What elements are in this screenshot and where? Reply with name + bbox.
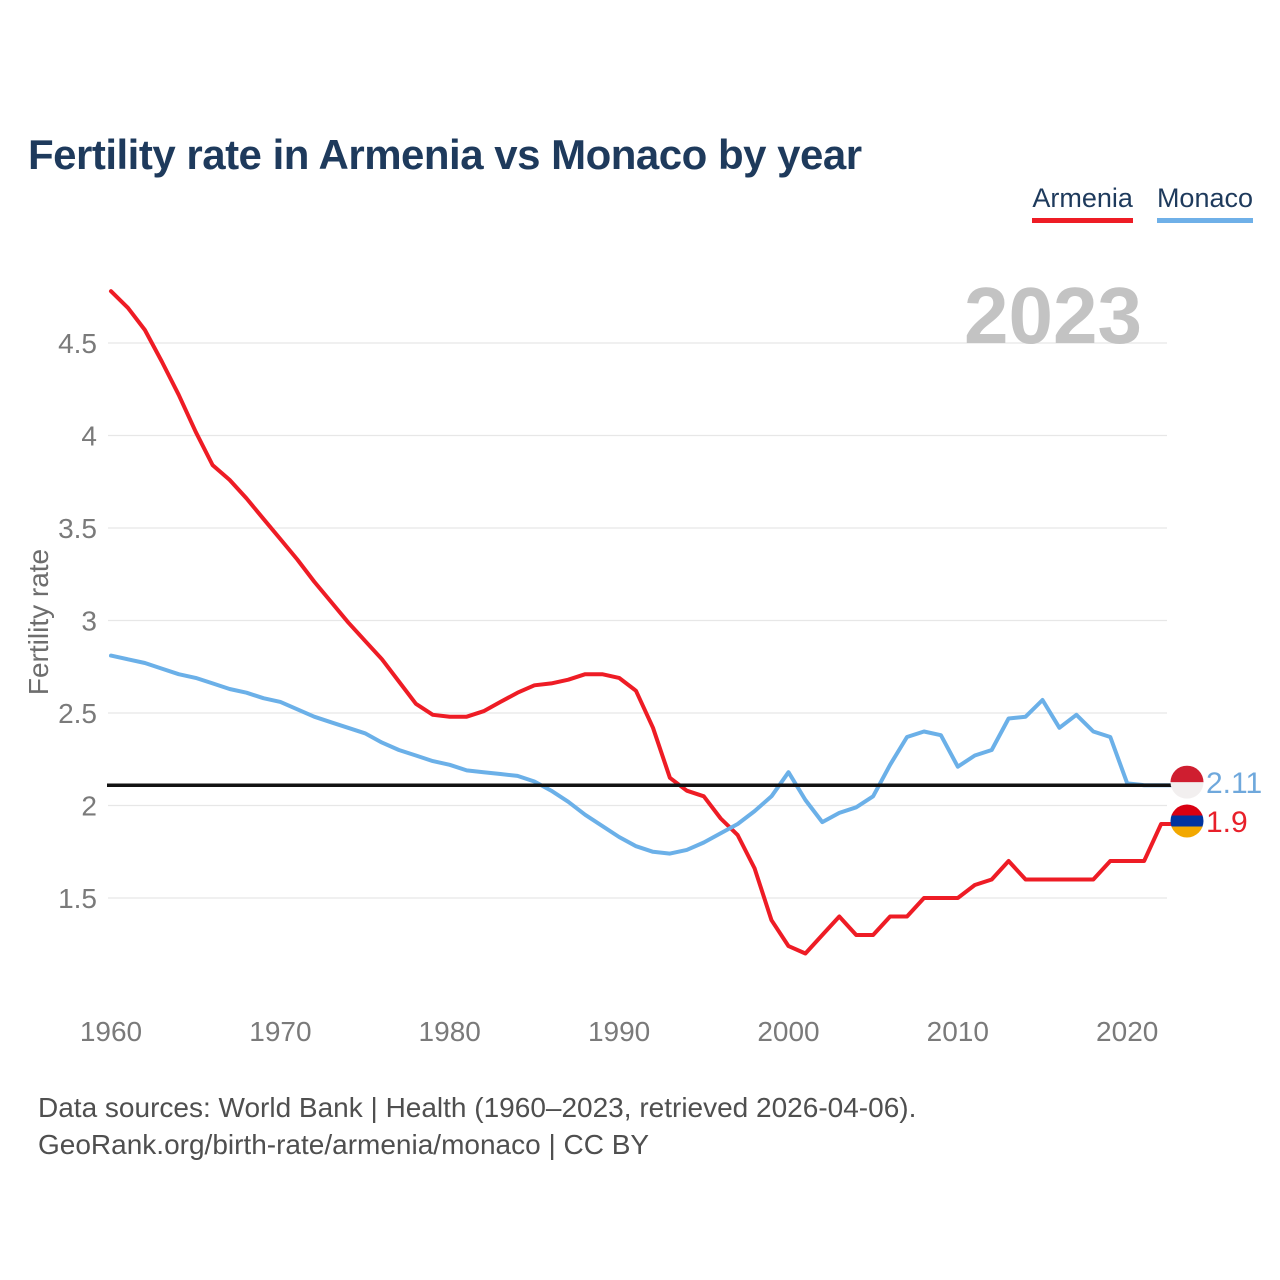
watermark-year: 2023 (964, 271, 1142, 360)
x-tick-label: 1960 (80, 1016, 142, 1047)
y-tick-label: 3 (81, 606, 97, 637)
x-tick-label: 1980 (419, 1016, 481, 1047)
y-tick-label: 3.5 (58, 513, 97, 544)
x-axis-tick-labels: 1960 1970 1980 1990 2000 2010 2020 (80, 1016, 1158, 1047)
armenia-flag-icon (1170, 804, 1204, 838)
legend-item-monaco[interactable]: Monaco (1156, 183, 1253, 223)
x-tick-label: 2020 (1096, 1016, 1158, 1047)
footer-sources-line: Data sources: World Bank | Health (1960–… (38, 1092, 917, 1123)
series-line-armenia (109, 289, 1180, 956)
y-axis-tick-labels: 4.5 4 3.5 3 2.5 2 1.5 (58, 328, 97, 914)
y-axis-title: Fertility rate (23, 548, 54, 696)
gridlines (108, 342, 1167, 899)
y-tick-label: 1.5 (58, 883, 97, 914)
data-series (109, 289, 1180, 956)
x-tick-label: 1990 (588, 1016, 650, 1047)
footer: Data sources: World Bank | Health (1960–… (38, 1089, 916, 1163)
x-tick-label: 2010 (927, 1016, 989, 1047)
x-tick-label: 2000 (757, 1016, 819, 1047)
y-tick-label: 4 (81, 421, 97, 452)
legend-item-armenia[interactable]: Armenia (1032, 183, 1133, 223)
monaco-flag-icon (1170, 765, 1204, 799)
armenia-end-value-label: 1.9 (1206, 806, 1248, 839)
current-year-watermark: 2023 (964, 271, 1142, 360)
x-tick-label: 1970 (249, 1016, 311, 1047)
y-tick-label: 2 (81, 791, 97, 822)
monaco-end-value-label: 2.11 (1206, 767, 1262, 800)
series-line-monaco (109, 653, 1180, 856)
y-tick-label: 2.5 (58, 698, 97, 729)
series-end-markers: 1.9 2.11 (1170, 765, 1262, 839)
y-tick-label: 4.5 (58, 328, 97, 359)
legend: Armenia Monaco (1032, 183, 1253, 223)
footer-attribution-line: GeoRank.org/birth-rate/armenia/monaco | … (38, 1129, 650, 1160)
page-title: Fertility rate in Armenia vs Monaco by y… (28, 131, 862, 179)
